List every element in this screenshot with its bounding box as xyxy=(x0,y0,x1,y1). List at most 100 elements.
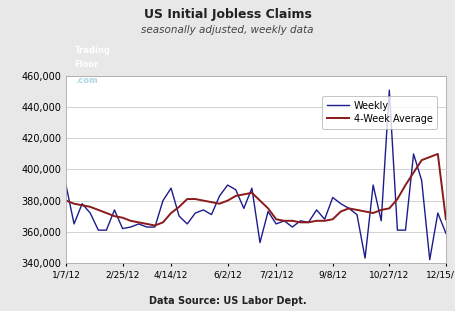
4-Week Average xyxy=(120,216,125,220)
4-Week Average xyxy=(419,158,425,162)
4-Week Average xyxy=(338,210,344,213)
Weekly xyxy=(201,208,206,212)
4-Week Average xyxy=(257,199,263,202)
4-Week Average xyxy=(80,203,85,207)
4-Week Average xyxy=(249,191,255,195)
Weekly xyxy=(104,228,109,232)
Text: Data Source: US Labor Dept.: Data Source: US Labor Dept. xyxy=(149,296,306,306)
Weekly xyxy=(338,202,344,206)
Weekly xyxy=(136,222,142,226)
4-Week Average xyxy=(128,219,133,223)
Weekly xyxy=(282,219,287,223)
4-Week Average xyxy=(71,202,77,206)
Weekly xyxy=(160,199,166,202)
Weekly xyxy=(225,183,230,187)
Weekly xyxy=(419,179,425,182)
Text: .com: .com xyxy=(75,77,97,86)
Weekly xyxy=(241,207,247,210)
Weekly xyxy=(354,213,360,216)
4-Week Average xyxy=(192,197,198,201)
Weekly xyxy=(411,152,416,156)
4-Week Average xyxy=(282,219,287,223)
Weekly xyxy=(184,222,190,226)
4-Week Average xyxy=(435,152,440,156)
Weekly xyxy=(298,219,303,223)
4-Week Average xyxy=(387,207,392,210)
4-Week Average xyxy=(152,224,157,227)
4-Week Average xyxy=(177,205,182,209)
Weekly xyxy=(192,211,198,215)
4-Week Average xyxy=(289,219,295,223)
4-Week Average xyxy=(322,219,328,223)
Weekly xyxy=(96,228,101,232)
Text: Trading: Trading xyxy=(75,46,111,55)
Weekly xyxy=(257,241,263,244)
4-Week Average xyxy=(394,197,400,201)
4-Week Average xyxy=(427,155,432,159)
Weekly xyxy=(71,222,77,226)
Weekly xyxy=(217,194,222,198)
Weekly xyxy=(63,183,69,187)
Weekly xyxy=(330,196,335,199)
4-Week Average xyxy=(265,207,271,210)
4-Week Average xyxy=(403,183,408,187)
4-Week Average xyxy=(136,220,142,224)
4-Week Average xyxy=(370,211,376,215)
Weekly xyxy=(120,227,125,230)
Weekly xyxy=(273,222,279,226)
Weekly xyxy=(289,225,295,229)
Weekly xyxy=(233,188,238,192)
4-Week Average xyxy=(306,220,311,224)
Weekly xyxy=(403,228,408,232)
4-Week Average xyxy=(96,208,101,212)
4-Week Average xyxy=(112,214,117,218)
Weekly xyxy=(379,219,384,223)
Weekly xyxy=(80,202,85,206)
Weekly xyxy=(112,208,117,212)
Weekly xyxy=(346,207,352,210)
Line: Weekly: Weekly xyxy=(66,90,446,260)
Weekly xyxy=(177,214,182,218)
Weekly xyxy=(128,225,133,229)
4-Week Average xyxy=(411,171,416,174)
Weekly xyxy=(362,256,368,260)
4-Week Average xyxy=(298,220,303,224)
Weekly xyxy=(387,88,392,92)
Text: Floor: Floor xyxy=(75,60,99,69)
Weekly xyxy=(152,225,157,229)
Weekly xyxy=(209,213,214,216)
Text: seasonally adjusted, weekly data: seasonally adjusted, weekly data xyxy=(141,25,314,35)
4-Week Average xyxy=(201,199,206,202)
4-Week Average xyxy=(354,208,360,212)
4-Week Average xyxy=(362,210,368,213)
4-Week Average xyxy=(144,222,150,226)
4-Week Average xyxy=(63,199,69,202)
4-Week Average xyxy=(168,211,174,215)
Line: 4-Week Average: 4-Week Average xyxy=(66,154,446,225)
4-Week Average xyxy=(87,205,93,209)
4-Week Average xyxy=(209,200,214,204)
4-Week Average xyxy=(160,220,166,224)
Weekly xyxy=(435,211,440,215)
Weekly xyxy=(265,210,271,213)
4-Week Average xyxy=(233,194,238,198)
Weekly xyxy=(168,186,174,190)
Weekly xyxy=(87,211,93,215)
Legend: Weekly, 4-Week Average: Weekly, 4-Week Average xyxy=(323,96,437,129)
Weekly xyxy=(322,217,328,221)
4-Week Average xyxy=(241,193,247,196)
4-Week Average xyxy=(379,208,384,212)
4-Week Average xyxy=(443,217,449,221)
Text: US Initial Jobless Claims: US Initial Jobless Claims xyxy=(144,8,311,21)
Weekly xyxy=(443,231,449,235)
4-Week Average xyxy=(104,211,109,215)
Weekly xyxy=(370,183,376,187)
4-Week Average xyxy=(314,219,319,223)
Weekly xyxy=(314,208,319,212)
Weekly xyxy=(249,186,255,190)
Weekly xyxy=(306,220,311,224)
4-Week Average xyxy=(330,217,335,221)
Weekly xyxy=(394,228,400,232)
4-Week Average xyxy=(346,207,352,210)
4-Week Average xyxy=(184,197,190,201)
